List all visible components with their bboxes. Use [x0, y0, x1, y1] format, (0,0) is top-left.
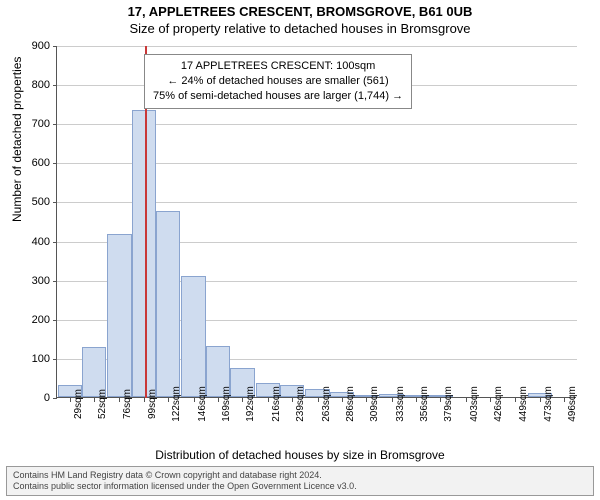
xtick-mark	[70, 398, 71, 402]
ytick-mark	[53, 359, 57, 360]
ytick-mark	[53, 46, 57, 47]
ytick-label: 400	[0, 236, 50, 248]
bar	[132, 110, 156, 397]
ytick-mark	[53, 85, 57, 86]
xtick-mark	[416, 398, 417, 402]
xtick-mark	[440, 398, 441, 402]
ytick-label: 100	[0, 353, 50, 365]
ytick-label: 200	[0, 314, 50, 326]
gridline	[57, 46, 577, 47]
xtick-mark	[119, 398, 120, 402]
ytick-label: 0	[0, 392, 50, 404]
xtick-mark	[94, 398, 95, 402]
xtick-mark	[515, 398, 516, 402]
ytick-label: 500	[0, 196, 50, 208]
xtick-label: 496sqm	[567, 386, 578, 422]
xtick-label: 403sqm	[469, 386, 480, 422]
xtick-mark	[318, 398, 319, 402]
xtick-mark	[564, 398, 565, 402]
histogram-chart: 17 APPLETREES CRESCENT: 100sqm ← 24% of …	[56, 46, 576, 398]
ytick-mark	[53, 398, 57, 399]
footer-attribution: Contains HM Land Registry data © Crown c…	[6, 466, 594, 497]
xtick-label: 333sqm	[395, 386, 406, 422]
ytick-label: 300	[0, 275, 50, 287]
xtick-label: 426sqm	[493, 386, 504, 422]
ytick-label: 800	[0, 79, 50, 91]
xtick-mark	[392, 398, 393, 402]
annotation-line2: ← 24% of detached houses are smaller (56…	[153, 74, 403, 89]
xtick-label: 52sqm	[97, 389, 108, 419]
xtick-mark	[490, 398, 491, 402]
annotation-line3: 75% of semi-detached houses are larger (…	[153, 89, 403, 104]
xtick-mark	[466, 398, 467, 402]
xtick-label: 379sqm	[443, 386, 454, 422]
xtick-label: 263sqm	[321, 386, 332, 422]
ytick-label: 600	[0, 157, 50, 169]
xtick-mark	[366, 398, 367, 402]
xtick-label: 473sqm	[543, 386, 554, 422]
xtick-label: 192sqm	[245, 386, 256, 422]
xtick-mark	[144, 398, 145, 402]
xtick-mark	[342, 398, 343, 402]
ytick-label: 900	[0, 40, 50, 52]
footer-line1: Contains HM Land Registry data © Crown c…	[13, 470, 587, 481]
xtick-label: 286sqm	[345, 386, 356, 422]
ytick-mark	[53, 163, 57, 164]
xtick-label: 146sqm	[197, 386, 208, 422]
xtick-label: 239sqm	[295, 386, 306, 422]
bar	[156, 211, 180, 397]
bar	[181, 276, 205, 397]
x-axis-label: Distribution of detached houses by size …	[0, 448, 600, 462]
xtick-mark	[540, 398, 541, 402]
xtick-label: 99sqm	[147, 389, 158, 419]
xtick-mark	[194, 398, 195, 402]
annotation-line1: 17 APPLETREES CRESCENT: 100sqm	[153, 59, 403, 74]
ytick-mark	[53, 281, 57, 282]
xtick-label: 122sqm	[171, 386, 182, 422]
xtick-mark	[218, 398, 219, 402]
ytick-mark	[53, 242, 57, 243]
footer-line2: Contains public sector information licen…	[13, 481, 587, 492]
xtick-label: 29sqm	[73, 389, 84, 419]
ytick-label: 700	[0, 118, 50, 130]
xtick-label: 356sqm	[419, 386, 430, 422]
xtick-mark	[242, 398, 243, 402]
annotation-box: 17 APPLETREES CRESCENT: 100sqm ← 24% of …	[144, 54, 412, 109]
xtick-label: 216sqm	[271, 386, 282, 422]
ytick-mark	[53, 202, 57, 203]
xtick-label: 169sqm	[221, 386, 232, 422]
xtick-mark	[268, 398, 269, 402]
xtick-label: 76sqm	[122, 389, 133, 419]
page-subtitle: Size of property relative to detached ho…	[0, 19, 600, 36]
ytick-mark	[53, 124, 57, 125]
xtick-mark	[168, 398, 169, 402]
xtick-mark	[292, 398, 293, 402]
bar	[107, 234, 131, 397]
xtick-label: 309sqm	[369, 386, 380, 422]
ytick-mark	[53, 320, 57, 321]
xtick-label: 449sqm	[518, 386, 529, 422]
page-title: 17, APPLETREES CRESCENT, BROMSGROVE, B61…	[0, 0, 600, 19]
